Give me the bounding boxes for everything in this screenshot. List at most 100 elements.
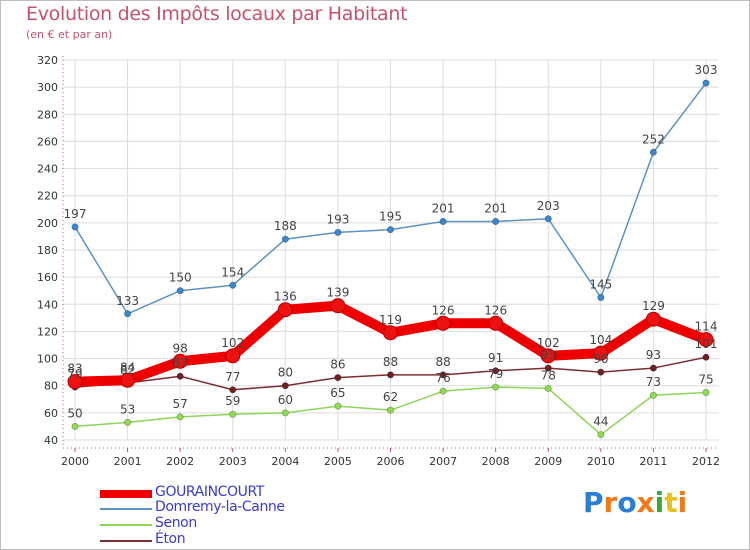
data-label: 195: [379, 210, 402, 224]
series-layer: [67, 79, 714, 439]
data-label: 201: [432, 202, 455, 216]
chart-subtitle: (en € et par an): [26, 28, 113, 41]
data-label: 98: [173, 341, 188, 355]
data-point: [439, 387, 447, 395]
legend-label: Senon: [155, 515, 197, 531]
data-point: [386, 371, 394, 379]
label-layer: 83 84 98 102 136 139 119 126 126 102 104 129 114 197 1…: [64, 63, 718, 429]
y-tick-label: 100: [37, 353, 58, 366]
data-point: [229, 410, 237, 418]
y-tick-label: 240: [37, 163, 58, 176]
data-label: 93: [646, 348, 661, 362]
legend-label: Éton: [155, 531, 186, 547]
data-point: [281, 235, 289, 243]
y-tick-label: 80: [44, 380, 58, 393]
data-point: [488, 315, 504, 331]
grid-layer: [63, 59, 719, 441]
data-label: 87: [173, 356, 188, 370]
data-point: [71, 422, 79, 430]
data-label: 50: [67, 406, 82, 420]
x-tick-label: 2000: [61, 455, 89, 468]
data-label: 252: [642, 132, 665, 146]
data-label: 80: [278, 366, 293, 380]
data-label: 145: [589, 278, 612, 292]
data-point: [330, 298, 346, 314]
data-point: [124, 418, 132, 426]
data-point: [67, 374, 83, 390]
data-point: [540, 348, 556, 364]
y-tick-label: 280: [37, 108, 58, 121]
data-point: [702, 79, 710, 87]
data-label: 79: [67, 367, 82, 381]
data-label: 203: [537, 199, 560, 213]
legend-label: Domremy-la-Canne: [155, 499, 285, 515]
data-label: 76: [435, 371, 450, 385]
y-tick-label: 40: [44, 434, 58, 447]
data-label: 136: [274, 290, 297, 304]
data-point: [597, 431, 605, 439]
data-label: 133: [116, 294, 139, 308]
data-point: [702, 353, 710, 361]
y-tick-label: 60: [44, 407, 58, 420]
data-label: 119: [379, 313, 402, 327]
legend-label: GOURAINCOURT: [155, 484, 264, 500]
data-point: [544, 215, 552, 223]
data-point: [544, 384, 552, 392]
data-label: 101: [695, 337, 718, 351]
data-label: 84: [120, 360, 135, 374]
data-point: [383, 325, 398, 341]
data-point: [649, 148, 657, 156]
data-label: 60: [278, 393, 293, 407]
chart-title: Evolution des Impôts locaux par Habitant: [26, 3, 408, 25]
data-point: [334, 228, 342, 236]
data-point: [649, 391, 657, 399]
data-label: 82: [120, 363, 135, 377]
x-tick-label: 2012: [692, 455, 720, 468]
data-label: 126: [484, 303, 507, 317]
data-point: [698, 332, 714, 348]
x-tick-label: 2009: [534, 455, 562, 468]
data-point: [334, 374, 342, 382]
data-label: 75: [698, 373, 713, 387]
data-point: [229, 386, 237, 394]
data-label: 44: [593, 415, 608, 429]
data-label: 57: [173, 397, 188, 411]
data-label: 78: [541, 368, 556, 382]
y-tick-label: 260: [37, 135, 58, 148]
data-point: [544, 364, 552, 372]
data-label: 93: [541, 348, 556, 362]
x-tick-label: 2005: [324, 455, 352, 468]
data-point: [176, 372, 184, 380]
data-point: [649, 364, 657, 372]
x-tick-label: 2008: [482, 455, 510, 468]
y-tick-label: 200: [37, 217, 58, 230]
data-point: [435, 315, 451, 331]
data-label: 126: [432, 303, 455, 317]
data-label: 86: [330, 358, 345, 372]
data-point: [172, 353, 188, 369]
data-label: 62: [383, 390, 398, 404]
data-point: [492, 218, 500, 226]
data-point: [277, 302, 293, 318]
y-tick-label: 300: [37, 81, 58, 94]
legend-swatch: [100, 490, 152, 498]
x-tick-label: 2006: [377, 455, 405, 468]
data-point: [492, 383, 500, 391]
y-tick-label: 320: [37, 54, 58, 67]
data-label: 53: [120, 402, 135, 416]
data-label: 104: [589, 333, 612, 347]
data-label: 114: [695, 320, 718, 334]
data-label: 90: [593, 352, 608, 366]
data-point: [597, 293, 605, 301]
data-point: [225, 348, 241, 364]
y-tick-label: 180: [37, 244, 58, 257]
data-label: 77: [225, 370, 240, 384]
data-label: 73: [646, 375, 661, 389]
data-label: 188: [274, 219, 297, 233]
data-label: 201: [484, 202, 507, 216]
data-point: [176, 413, 184, 421]
x-tick-label: 2003: [219, 455, 247, 468]
data-point: [281, 409, 289, 417]
